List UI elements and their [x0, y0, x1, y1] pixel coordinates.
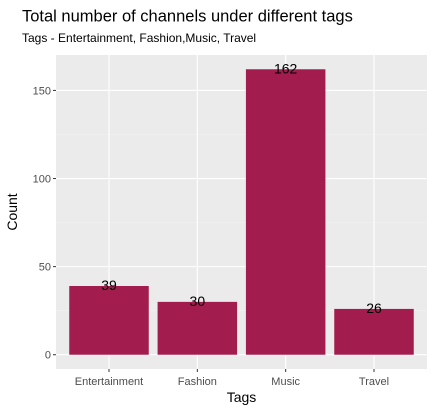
- bars: [69, 69, 414, 355]
- x-tick-label: Music: [271, 376, 300, 388]
- data-label-travel: 26: [366, 300, 382, 316]
- data-label-fashion: 30: [190, 293, 206, 309]
- y-tick-label: 100: [33, 174, 51, 186]
- chart-subtitle: Tags - Entertainment, Fashion,Music, Tra…: [22, 31, 256, 45]
- y-tick-label: 50: [39, 262, 51, 274]
- bar-entertainment: [69, 286, 149, 355]
- y-tick-label: 150: [33, 85, 51, 97]
- x-axis-ticks: Entertainment Fashion Music Travel: [75, 369, 389, 388]
- data-label-entertainment: 39: [101, 277, 117, 293]
- chart-title: Total number of channels under different…: [22, 8, 353, 26]
- bar-fashion: [157, 301, 238, 355]
- y-axis-title: Count: [4, 193, 20, 230]
- x-axis-title: Tags: [227, 389, 257, 405]
- bar-music: [245, 69, 326, 355]
- y-axis-ticks: 0 50 100 150: [33, 85, 56, 362]
- bar-travel: [334, 308, 414, 355]
- data-label-music: 162: [274, 60, 298, 76]
- y-tick-label: 0: [45, 350, 51, 362]
- x-tick-label: Entertainment: [75, 376, 143, 388]
- x-tick-label: Travel: [359, 376, 389, 388]
- data-labels: 39 30 162 26: [101, 60, 382, 316]
- x-tick-label: Fashion: [178, 376, 217, 388]
